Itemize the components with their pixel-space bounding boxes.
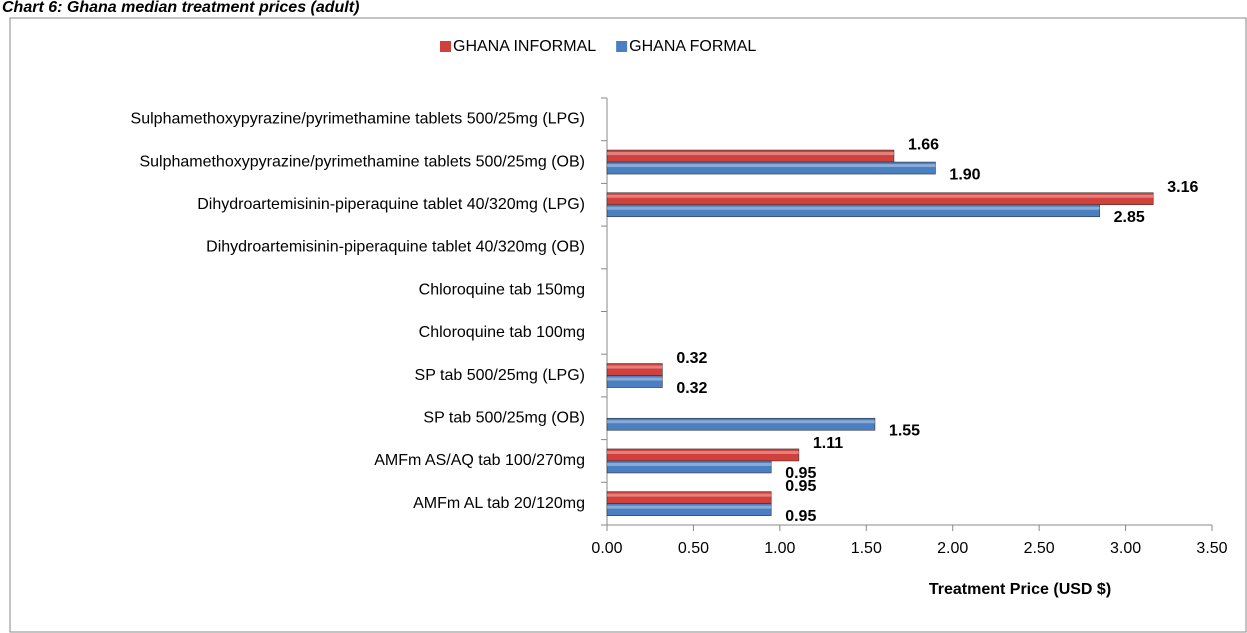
y-tick-label: Sulphamethoxypyrazine/pyrimethamine tabl… [139, 153, 585, 170]
y-tick-label: Dihydroartemisinin-piperaquine tablet 40… [206, 239, 585, 256]
bar [606, 149, 895, 163]
x-tick-label: 1.00 [764, 540, 795, 557]
bar-shine [607, 164, 936, 168]
legend-swatch [440, 41, 451, 52]
legend-label: GHANA INFORMAL [453, 38, 596, 55]
x-tick-label: 0.50 [678, 540, 709, 557]
bar [606, 448, 800, 462]
bar-shine [607, 420, 875, 424]
value-label: 1.11 [813, 435, 843, 452]
legend-label: GHANA FORMAL [629, 38, 756, 55]
bar-shine [607, 152, 894, 156]
value-label: 3.16 [1167, 179, 1198, 196]
y-tick-label: Chloroquine tab 150mg [419, 281, 585, 298]
bar-shine [607, 493, 772, 497]
bar [606, 460, 772, 474]
x-axis-label: Treatment Price (USD $) [929, 581, 1111, 598]
bar [606, 417, 876, 431]
bar-shine [607, 505, 772, 509]
bar [606, 161, 936, 175]
y-tick-label: AMFm AL tab 20/120mg [413, 495, 585, 512]
y-tick-label: Chloroquine tab 100mg [419, 324, 585, 341]
value-label: 0.32 [676, 380, 707, 397]
x-tick-label: 2.50 [1024, 540, 1055, 557]
value-label: 0.95 [785, 508, 816, 525]
bar-shine [607, 194, 1154, 198]
value-label: 0.95 [785, 478, 816, 495]
legend-swatch [616, 41, 628, 52]
bar-shine [607, 377, 663, 381]
value-label: 2.85 [1114, 209, 1145, 226]
y-tick-label: AMFm AS/AQ tab 100/270mg [374, 452, 585, 469]
bar [606, 375, 663, 388]
x-tick-label: 3.00 [1110, 540, 1141, 557]
x-tick-label: 3.50 [1196, 540, 1227, 557]
bar [606, 192, 1154, 206]
x-tick-label: 2.00 [937, 540, 968, 557]
bar-shine [607, 450, 799, 454]
bar [606, 363, 663, 376]
value-label: 0.95 [785, 465, 816, 482]
value-label: 0.32 [676, 350, 707, 367]
y-tick-label: SP tab 500/25mg (OB) [423, 409, 585, 426]
y-tick-label: Dihydroartemisinin-piperaquine tablet 40… [197, 196, 585, 213]
chart-frame [9, 17, 1247, 633]
value-label: 1.55 [889, 422, 920, 439]
bar-shine [607, 462, 772, 466]
y-tick-label: Sulphamethoxypyrazine/pyrimethamine tabl… [131, 111, 585, 128]
x-tick-label: 0.00 [591, 540, 622, 557]
value-label: 1.90 [949, 166, 980, 183]
value-label: 1.66 [908, 136, 939, 153]
bar-shine [607, 365, 663, 369]
bar-shine [607, 206, 1100, 210]
bar [606, 503, 772, 516]
bar [606, 204, 1100, 218]
bar [606, 491, 772, 504]
y-tick-label: SP tab 500/25mg (LPG) [415, 367, 585, 384]
x-tick-label: 1.50 [851, 540, 882, 557]
chart-title: Chart 6: Ghana median treatment prices (… [2, 0, 359, 16]
